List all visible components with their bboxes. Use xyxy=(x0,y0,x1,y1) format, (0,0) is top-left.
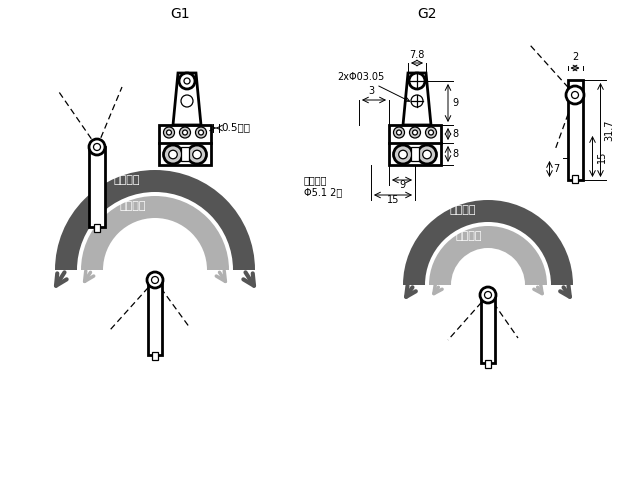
Circle shape xyxy=(163,127,174,138)
Wedge shape xyxy=(403,200,573,285)
Bar xyxy=(148,280,162,355)
Text: Φ5.1 2深: Φ5.1 2深 xyxy=(304,187,342,197)
Bar xyxy=(485,360,491,368)
Bar xyxy=(481,295,495,363)
Text: 8: 8 xyxy=(452,129,458,139)
Circle shape xyxy=(409,73,425,89)
Text: 31.7: 31.7 xyxy=(604,119,615,141)
Circle shape xyxy=(179,73,195,89)
Text: 深孔两端: 深孔两端 xyxy=(304,175,328,185)
Circle shape xyxy=(184,78,190,84)
Circle shape xyxy=(413,130,417,135)
Circle shape xyxy=(480,287,496,303)
Text: 7.8: 7.8 xyxy=(410,50,425,60)
Text: 反向旋转: 反向旋转 xyxy=(113,175,140,185)
Text: 8: 8 xyxy=(452,149,458,159)
Circle shape xyxy=(151,277,158,283)
Wedge shape xyxy=(429,226,547,285)
Bar xyxy=(389,125,441,165)
Text: 2: 2 xyxy=(572,52,578,62)
Circle shape xyxy=(188,145,206,164)
Circle shape xyxy=(163,145,183,164)
Circle shape xyxy=(193,150,201,159)
Polygon shape xyxy=(173,73,201,125)
Circle shape xyxy=(572,92,578,98)
Text: 9: 9 xyxy=(452,98,458,108)
Text: 反向旋转: 反向旋转 xyxy=(450,205,476,215)
Text: 2xΦ03.05: 2xΦ03.05 xyxy=(337,72,410,101)
Circle shape xyxy=(426,127,437,138)
Bar xyxy=(411,147,419,161)
Circle shape xyxy=(399,150,407,159)
Text: 向前旋转: 向前旋转 xyxy=(455,231,481,241)
Text: 3: 3 xyxy=(368,86,374,96)
Text: 9: 9 xyxy=(399,180,405,190)
Circle shape xyxy=(89,139,105,155)
Text: 0.5最大: 0.5最大 xyxy=(221,122,250,132)
Bar xyxy=(567,80,583,180)
Circle shape xyxy=(566,86,584,104)
Circle shape xyxy=(485,292,492,298)
Circle shape xyxy=(196,127,206,138)
Text: G2: G2 xyxy=(417,7,437,21)
Circle shape xyxy=(94,144,101,150)
Text: 15: 15 xyxy=(597,150,606,163)
Circle shape xyxy=(169,150,178,159)
Circle shape xyxy=(394,127,404,138)
Circle shape xyxy=(183,130,187,135)
Circle shape xyxy=(167,130,172,135)
Circle shape xyxy=(179,127,190,138)
Bar xyxy=(152,352,158,360)
Circle shape xyxy=(422,150,431,159)
Text: 15: 15 xyxy=(387,195,399,205)
Text: 向前旋转: 向前旋转 xyxy=(119,201,146,211)
Bar xyxy=(572,175,578,183)
Circle shape xyxy=(199,130,203,135)
Circle shape xyxy=(397,130,401,135)
Circle shape xyxy=(181,95,193,107)
Bar xyxy=(181,147,189,161)
Bar xyxy=(94,224,100,232)
Text: G1: G1 xyxy=(171,7,190,21)
Text: 7: 7 xyxy=(553,164,560,174)
Circle shape xyxy=(147,272,163,288)
Polygon shape xyxy=(403,73,431,125)
Wedge shape xyxy=(55,170,255,270)
Circle shape xyxy=(411,95,423,107)
Bar xyxy=(89,147,105,227)
Circle shape xyxy=(410,127,420,138)
Bar xyxy=(159,125,211,165)
Circle shape xyxy=(429,130,433,135)
Circle shape xyxy=(394,145,413,164)
Circle shape xyxy=(417,145,437,164)
Wedge shape xyxy=(81,196,229,270)
